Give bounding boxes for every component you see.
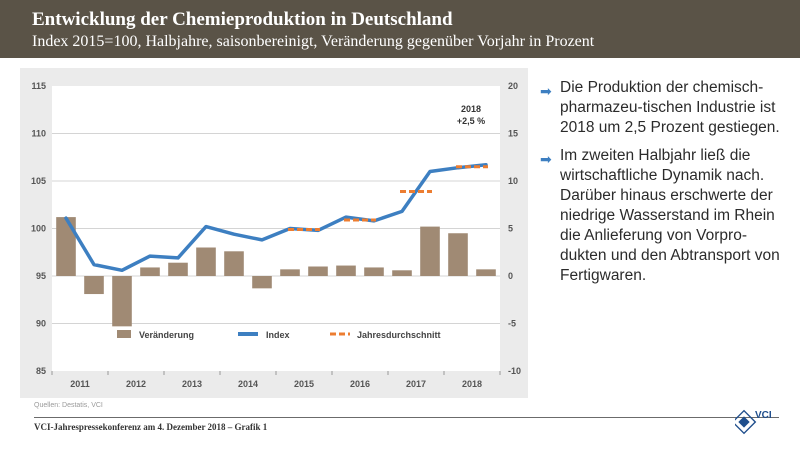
index-point (204, 225, 208, 228)
chart-title: Entwicklung der Chemieproduktion in Deut… (32, 9, 453, 30)
x-axis-tick-label: 2016 (350, 379, 370, 389)
chart-panel: 115 110 105 100 95 90 85 20 15 10 5 0 -5 -10 2011 2012 2… (20, 68, 528, 398)
bar-veraenderung (392, 270, 412, 276)
series-line-index (64, 163, 488, 273)
right-axis-tick-label: 10 (508, 176, 518, 186)
index-point (260, 238, 264, 242)
title-bar: Entwicklung der Chemieproduktion in Deut… (0, 0, 800, 58)
bullet-text: Die Produktion der chemisch-pharmazeu-ti… (560, 79, 780, 136)
footer-text: VCI-Jahrespressekonferenz am 4. Dezember… (34, 422, 268, 432)
annotation-year: 2018 (461, 104, 481, 114)
vci-logo: VCI (735, 409, 772, 435)
bar-veraenderung (140, 267, 160, 276)
left-axis-tick-label: 110 (31, 129, 46, 139)
legend-label-veraenderung: Veränderung (139, 330, 194, 340)
bar-veraenderung (420, 226, 440, 276)
bar-veraenderung (476, 269, 496, 276)
source-note: Quellen: Destatis, VCI (34, 402, 103, 409)
bar-veraenderung (308, 266, 328, 276)
bar-veraenderung (112, 276, 132, 327)
x-axis-tick-label: 2014 (238, 379, 258, 389)
chart-subtitle: Index 2015=100, Halbjahre, saisonbereini… (32, 33, 595, 50)
index-point (344, 215, 348, 219)
index-point (400, 210, 404, 213)
x-axis-tick-label: 2018 (462, 379, 482, 389)
left-axis-tick-label: 85 (36, 366, 46, 376)
bar-veraenderung (364, 267, 384, 276)
x-axis-tick-label: 2012 (126, 379, 146, 389)
index-point (232, 233, 236, 236)
arrow-bullet-icon: ➡ (540, 151, 552, 167)
annotation-change: +2,5 % (457, 116, 485, 126)
bullet-item: ➡ Im zweiten Halbjahr ließ die wirtschaf… (540, 146, 790, 286)
legend-label-jahresdurchschnitt: Jahresdurchschnitt (357, 330, 441, 340)
x-axis-tick-label: 2011 (70, 379, 90, 389)
bar-veraenderung (448, 233, 468, 276)
right-axis-tick-label: -10 (508, 366, 521, 376)
bullet-item: ➡ Die Produktion der chemisch-pharmazeu-… (540, 78, 790, 138)
left-axis-tick-label: 115 (31, 81, 46, 91)
bar-veraenderung (196, 247, 216, 276)
index-point (92, 263, 96, 266)
right-axis-tick-label: 0 (508, 271, 513, 281)
logo-diamond-inner (738, 416, 750, 428)
bar-veraenderung (280, 269, 300, 276)
left-axis-tick-label: 105 (31, 176, 46, 186)
right-axis-tick-label: -5 (508, 319, 516, 329)
x-axis-tick-label: 2015 (294, 379, 314, 389)
bar-veraenderung (56, 217, 76, 276)
index-point (120, 269, 124, 272)
left-axis-tick-label: 90 (36, 319, 46, 329)
bullet-list: ➡ Die Produktion der chemisch-pharmazeu-… (540, 78, 790, 294)
bar-veraenderung (168, 262, 188, 276)
arrow-bullet-icon: ➡ (540, 83, 552, 99)
logo-diamond (735, 409, 757, 435)
x-axis-tick-label: 2017 (406, 379, 426, 389)
x-axis-tick-label: 2013 (182, 379, 202, 389)
left-axis-tick-label: 95 (36, 271, 46, 281)
bar-veraenderung (336, 265, 356, 276)
index-point (64, 216, 68, 220)
left-axis-tick-label: 100 (31, 224, 46, 234)
index-point (176, 256, 180, 260)
bar-veraenderung (252, 276, 272, 289)
footer-divider (34, 417, 779, 418)
right-axis-tick-label: 20 (508, 81, 518, 91)
logo-text: VCI (755, 410, 772, 421)
bullet-text: Im zweiten Halbjahr ließ die wirtschaftl… (560, 147, 780, 284)
index-point (428, 170, 432, 173)
legend-swatch-veraenderung (117, 330, 131, 338)
legend-label-index: Index (266, 330, 290, 340)
right-axis-tick-label: 5 (508, 224, 513, 234)
bar-veraenderung (224, 251, 244, 276)
right-axis-tick-label: 15 (508, 129, 518, 139)
index-point (148, 254, 152, 258)
bar-veraenderung (84, 276, 104, 295)
